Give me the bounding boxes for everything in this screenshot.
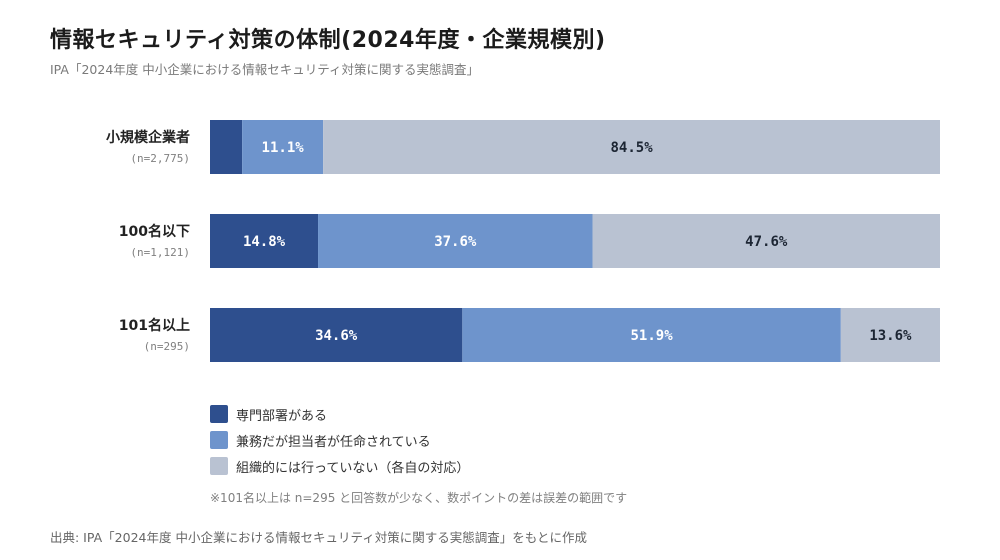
- category-label: 101名以上: [119, 317, 190, 334]
- data-label: 47.6%: [745, 234, 788, 250]
- data-label: 34.6%: [315, 328, 358, 344]
- bar-segment: [210, 214, 319, 268]
- sample-size-label: (n=2,775): [130, 152, 190, 165]
- legend-label: 兼務だが担当者が任命されている: [236, 434, 431, 450]
- bar-segment: [242, 120, 324, 174]
- bar-row: 小規模企業者 (n=2,775) 11.1% 84.5%: [106, 120, 940, 174]
- legend-label: 組織的には行っていない（各自の対応）: [236, 460, 470, 476]
- bar-segment: [462, 308, 841, 362]
- stacked-bar-chart: 小規模企業者 (n=2,775) 11.1% 84.5% 100名以下 (n=1,121)…: [106, 120, 940, 362]
- legend-item-concurrent-appointee: 兼務だが担当者が任命されている: [210, 427, 469, 453]
- chart-subtitle: IPA「2024年度 中小企業における情報セキュリティ対策に関する実態調査」: [50, 62, 480, 77]
- legend-swatch: [210, 457, 228, 475]
- data-label: 37.6%: [434, 234, 477, 250]
- legend-item-no-organizational-measures: 組織的には行っていない（各自の対応）: [210, 453, 469, 479]
- bar-segment: [840, 308, 940, 362]
- category-label: 100名以下: [119, 223, 190, 240]
- sample-size-label: (n=295): [144, 340, 190, 353]
- legend-item-dedicated-department: 専門部署がある: [210, 401, 469, 427]
- data-label: 14.8%: [243, 234, 286, 250]
- bar-row: 101名以上 (n=295) 34.6% 51.9% 13.6%: [119, 308, 940, 362]
- chart-legend: 専門部署がある 兼務だが担当者が任命されている 組織的には行っていない（各自の対…: [210, 401, 469, 479]
- data-label: 51.9%: [630, 328, 673, 344]
- data-label: 84.5%: [610, 140, 653, 156]
- legend-label: 専門部署がある: [236, 408, 328, 424]
- source-citation: 出典: IPA「2024年度 中小企業における情報セキュリティ対策に関する実態調…: [50, 530, 587, 545]
- chart-title: 情報セキュリティ対策の体制(2024年度・企業規模別): [50, 28, 606, 53]
- bar-row: 100名以下 (n=1,121) 14.8% 37.6% 47.6%: [119, 214, 940, 268]
- category-label: 小規模企業者: [106, 129, 190, 146]
- bar-segment: [323, 120, 940, 174]
- sample-size-label: (n=1,121): [130, 246, 190, 259]
- data-label: 11.1%: [262, 140, 305, 156]
- legend-swatch: [210, 405, 228, 423]
- legend-swatch: [210, 431, 228, 449]
- bar-segment: [210, 308, 463, 362]
- chart-footnote: ※101名以上は n=295 と回答数が少なく、数ポイントの差は誤差の範囲です: [210, 491, 628, 505]
- bar-segment: [318, 214, 593, 268]
- bar-segment: [210, 120, 243, 174]
- bar-segment: [592, 214, 940, 268]
- data-label: 13.6%: [869, 328, 912, 344]
